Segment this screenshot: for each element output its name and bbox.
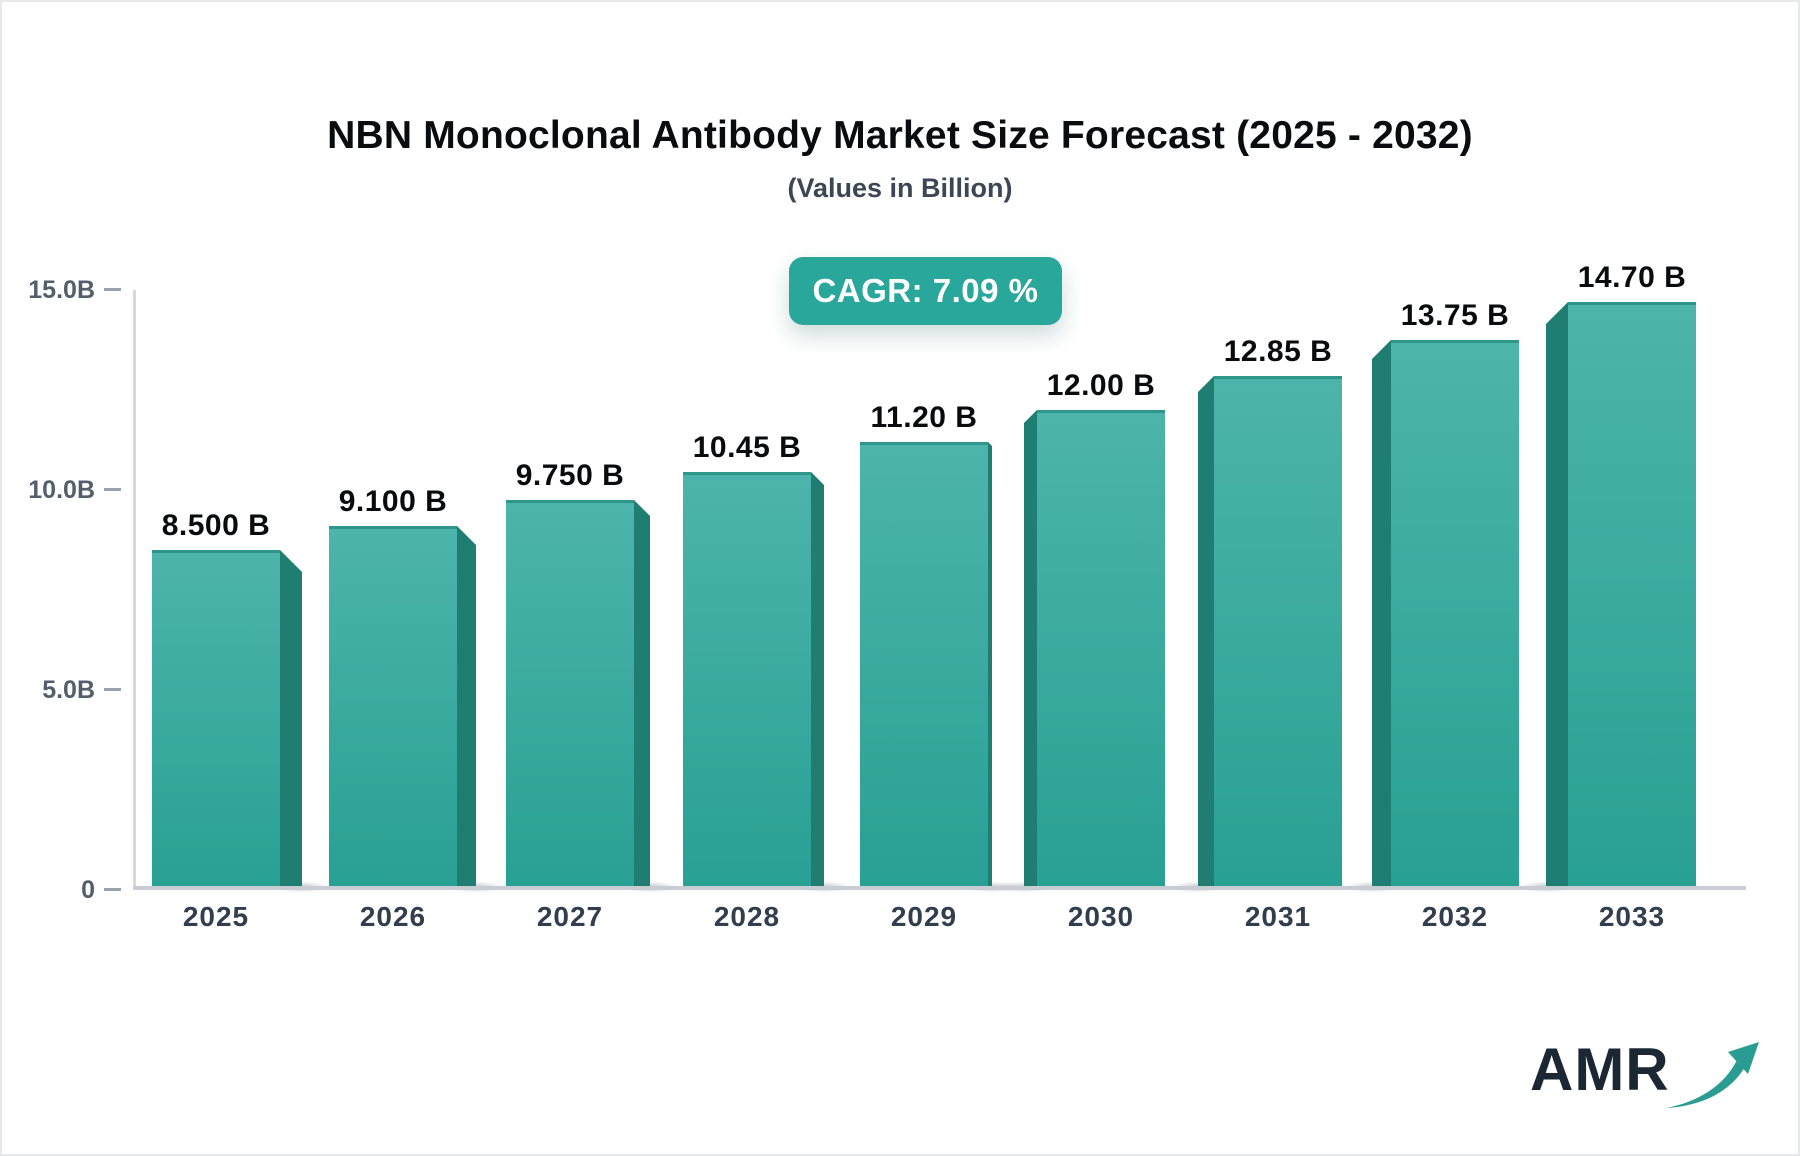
bar-3d-side — [1372, 340, 1391, 890]
y-tick-label: 5.0B — [42, 676, 95, 704]
y-tick-label: 0 — [81, 876, 95, 904]
x-tick-label-2026: 2026 — [359, 901, 427, 932]
y-tick-mark — [104, 688, 121, 691]
bar-3d-side — [634, 500, 650, 890]
y-tick-mark — [104, 288, 121, 291]
y-axis-line — [133, 290, 136, 890]
bar-value-label: 11.20 B — [870, 401, 978, 434]
bar-2032 — [1391, 340, 1519, 890]
bar-2033 — [1568, 302, 1696, 890]
y-tick-label: 15.0B — [28, 276, 95, 304]
bar-2029 — [860, 442, 988, 890]
x-tick-label-2025: 2025 — [182, 901, 250, 932]
bar-3d-side — [988, 442, 992, 890]
bar-value-label: 10.45 B — [692, 431, 802, 464]
bar-2026 — [329, 526, 457, 890]
y-tick-mark — [104, 488, 121, 491]
bar-value-label: 8.500 B — [161, 509, 271, 542]
bar-3d-side — [1546, 302, 1568, 890]
bar-2027 — [506, 500, 634, 890]
y-tick-label: 10.0B — [28, 476, 95, 504]
amr-logo-text: AMR — [1530, 1036, 1670, 1103]
cagr-badge-label: CAGR: 7.09 % — [812, 272, 1039, 309]
bar-value-label: 12.00 B — [1046, 369, 1156, 402]
y-tick-mark — [104, 888, 121, 891]
x-axis-baseline — [133, 886, 1746, 890]
bar-3d-side — [811, 472, 824, 890]
bar-value-label: 9.750 B — [515, 459, 625, 492]
x-tick-label-2033: 2033 — [1598, 901, 1666, 932]
bar-value-label: 9.100 B — [338, 485, 448, 518]
bar-3d-side — [1198, 376, 1214, 890]
x-tick-label-2032: 2032 — [1421, 901, 1489, 932]
x-tick-label-2027: 2027 — [536, 901, 604, 932]
bar-value-label: 13.75 B — [1400, 299, 1510, 332]
chart-title: NBN Monoclonal Antibody Market Size Fore… — [327, 114, 1473, 157]
bar-3d-side — [1024, 410, 1037, 890]
x-tick-label-2028: 2028 — [713, 901, 781, 932]
bar-2030 — [1037, 410, 1165, 890]
x-tick-label-2030: 2030 — [1067, 901, 1135, 932]
x-tick-label-2029: 2029 — [890, 901, 958, 932]
growth-arrow-icon — [1665, 1042, 1759, 1108]
bar-3d-side — [280, 550, 302, 890]
bar-2031 — [1214, 376, 1342, 890]
bar-value-label: 12.85 B — [1223, 335, 1333, 368]
bar-2028 — [683, 472, 811, 890]
bar-3d-side — [457, 526, 476, 890]
cagr-badge: CAGR: 7.09 % — [789, 257, 1062, 325]
amr-logo: AMR — [1530, 1038, 1760, 1112]
bar-2025 — [152, 550, 280, 890]
bar-value-label: 14.70 B — [1577, 261, 1687, 294]
x-tick-label-2031: 2031 — [1244, 901, 1312, 932]
chart-subtitle: (Values in Billion) — [787, 173, 1013, 203]
